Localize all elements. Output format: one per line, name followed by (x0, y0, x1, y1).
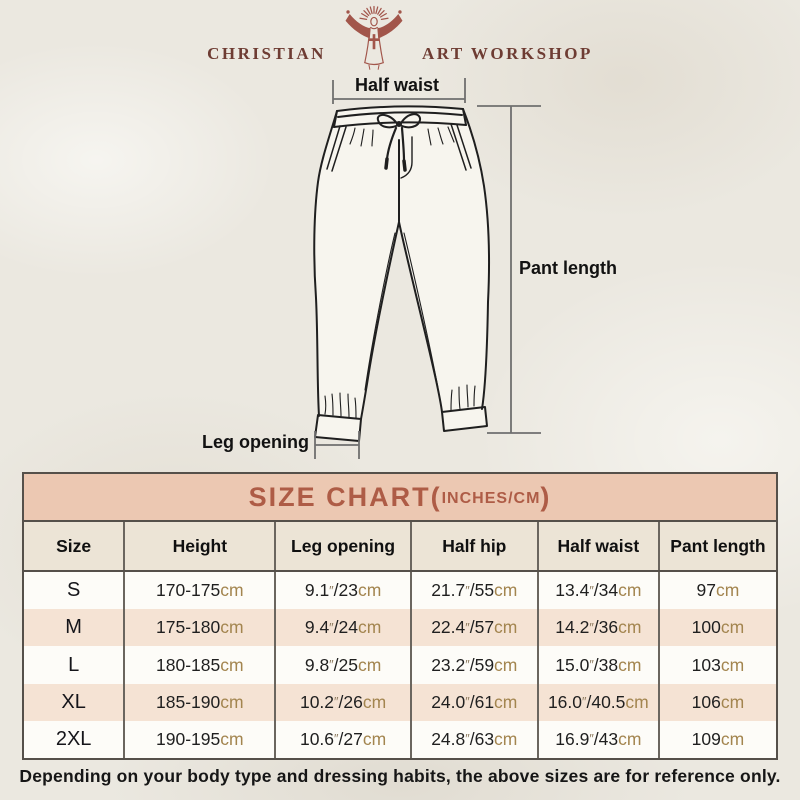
figure-left-arm (345, 14, 371, 39)
value-cell-height: 185-190 cm (123, 683, 274, 721)
value-cell-half_hip: 21.7 ″/55 cm (409, 572, 537, 610)
table-row-m: M 175-180 cm 9.4 ″/24 cm 22.4 ″/57 cm 14.2 ″/36 cm 1… (24, 609, 776, 647)
column-header-half-waist: Half waist (536, 522, 658, 570)
size-chart-title-band: SIZE CHART ( INCHES/CM ) (24, 474, 776, 522)
figure-robe (364, 26, 384, 70)
brand-name-left: CHRISTIAN (207, 44, 326, 63)
table-body: S 170-175 cm 9.1 ″/23 cm 21.7 ″/55 cm 13.4 ″/34 cm 9… (24, 572, 776, 759)
value-cell-height: 180-185 cm (123, 646, 274, 684)
value-cell-height: 175-180 cm (123, 609, 274, 647)
value-cell-pant_length: 103 cm (657, 646, 776, 684)
value-cell-leg_opening: 9.8 ″/25 cm (274, 646, 409, 684)
value-cell-pant_length: 109 cm (657, 720, 776, 759)
value-cell-half_hip: 23.2 ″/59 cm (409, 646, 537, 684)
table-row-l: L 180-185 cm 9.8 ″/25 cm 23.2 ″/59 cm 15.0 ″/38 cm 1… (24, 646, 776, 684)
footer-note: Depending on your body type and dressing… (19, 766, 781, 786)
value-cell-half_waist: 14.2 ″/36 cm (536, 609, 658, 647)
size-label-cell: M (65, 616, 82, 639)
jesus-figure-icon (345, 5, 403, 70)
table-row-s: S 170-175 cm 9.1 ″/23 cm 21.7 ″/55 cm 13.4 ″/34 cm 9… (24, 572, 776, 610)
size-chart-table: SIZE CHART ( INCHES/CM ) Size Height Leg o… (22, 472, 778, 760)
figure-head (370, 16, 378, 27)
value-cell-half_waist: 15.0 ″/38 cm (536, 646, 658, 684)
value-cell-half_hip: 24.0 ″/61 cm (409, 683, 537, 721)
value-cell-half_hip: 22.4 ″/57 cm (409, 609, 537, 647)
brand-name-right: ART WORKSHOP (421, 44, 593, 63)
column-header-pant-length: Pant length (657, 522, 776, 570)
size-label-cell: 2XL (55, 727, 92, 750)
pants-silhouette (314, 105, 489, 441)
value-cell-half_waist: 16.9 ″/43 cm (536, 720, 658, 759)
value-cell-pant_length: 106 cm (657, 683, 776, 721)
pants-drawing (313, 105, 490, 442)
pants-measurement-diagram: Half waist Pant length Leg opening (202, 75, 617, 459)
size-label-cell: XL (61, 690, 86, 713)
column-header-leg-opening: Leg opening (274, 522, 409, 570)
pant-length-label: Pant length (519, 258, 617, 278)
half-waist-measure-line (332, 78, 466, 104)
pant-length-measure-line (477, 105, 541, 434)
value-cell-half_hip: 24.8 ″/63 cm (409, 720, 537, 759)
value-cell-height: 190-195 cm (123, 720, 274, 759)
leg-opening-label: Leg opening (202, 432, 309, 452)
brand-logo: CHRISTIAN (0, 4, 800, 71)
size-label-cell: S (66, 579, 81, 602)
value-cell-pant_length: 97 cm (657, 572, 776, 610)
size-chart-title: SIZE CHART (248, 481, 431, 512)
size-label-cell: L (68, 653, 80, 676)
value-cell-leg_opening: 9.1 ″/23 cm (274, 572, 409, 610)
value-cell-height: 170-175 cm (123, 572, 274, 610)
pants-stitch-details (324, 126, 476, 419)
figure-left-hand (346, 10, 350, 14)
column-header-half-hip: Half hip (409, 522, 537, 570)
cross-icon (368, 34, 380, 50)
half-waist-label: Half waist (355, 75, 439, 95)
table-row-2xl: 2XL 190-195 cm 10.6 ″/27 cm 24.8 ″/63 cm 16.9 ″/43… (24, 720, 776, 759)
column-header-size: Size (56, 535, 92, 556)
value-cell-leg_opening: 10.2 ″/26 cm (274, 683, 409, 721)
figure-right-arm (377, 14, 403, 39)
value-cell-leg_opening: 10.6 ″/27 cm (274, 720, 409, 759)
figure-right-hand (398, 10, 402, 14)
column-header-height: Height (123, 522, 274, 570)
size-chart-units: INCHES/CM (441, 489, 541, 507)
title-paren-open: ( (430, 481, 442, 512)
value-cell-pant_length: 100 cm (657, 609, 776, 647)
halo-rays (359, 5, 389, 21)
value-cell-half_waist: 13.4 ″/34 cm (536, 572, 658, 610)
leg-opening-measure-line (314, 431, 360, 459)
title-paren-close: ) (540, 481, 552, 512)
table-row-xl: XL 185-190 cm 10.2 ″/26 cm 24.0 ″/61 cm 16.0 ″/40.… (24, 683, 776, 721)
value-cell-leg_opening: 9.4 ″/24 cm (274, 609, 409, 647)
table-header-row: Size Height Leg opening Half hip Half waist P… (24, 522, 776, 572)
value-cell-half_waist: 16.0 ″/40.5 cm (536, 683, 658, 721)
